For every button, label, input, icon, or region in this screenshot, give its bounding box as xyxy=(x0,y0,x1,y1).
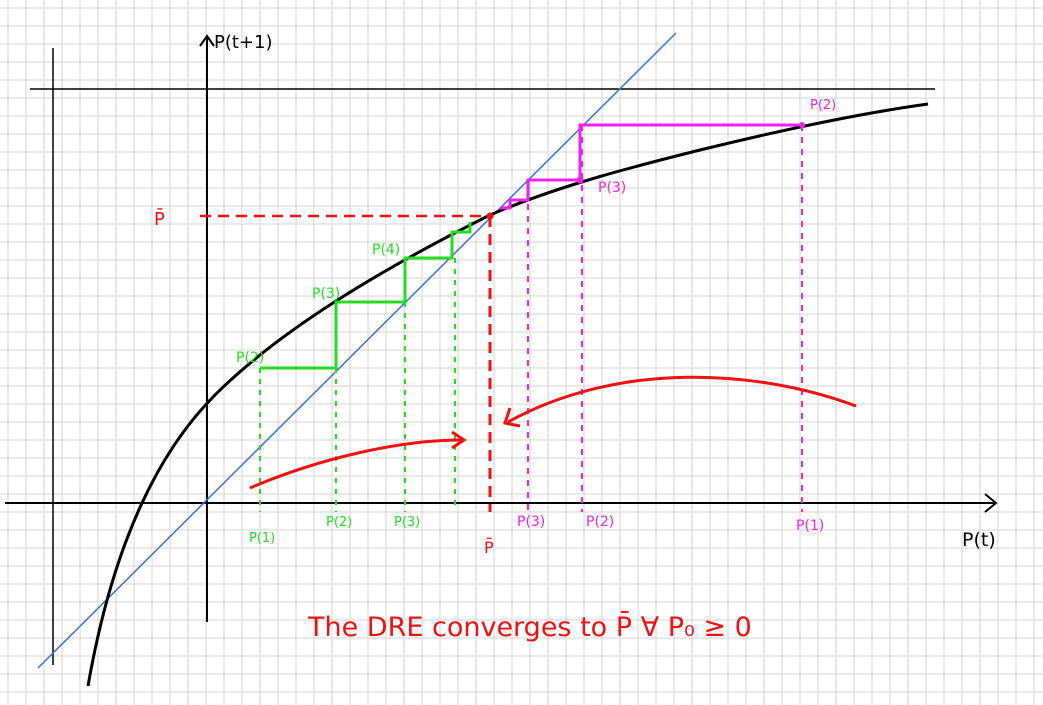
left-convergence-arrow xyxy=(249,438,463,490)
caption: The DRE converges to P̄ ∀ P₀ ≥ 0 xyxy=(307,611,752,643)
fixed-point-x-label: P̄ xyxy=(484,538,494,557)
right-convergence-arrow xyxy=(507,375,857,424)
magenta-cobweb xyxy=(500,122,805,512)
y-axis-label: P(t+1) xyxy=(214,32,273,53)
right-arrowhead-icon xyxy=(503,407,521,428)
green-cobweb xyxy=(259,222,472,512)
green-curve-label-p3: P(3) xyxy=(312,286,340,302)
green-curve-label-p4: P(4) xyxy=(372,242,400,258)
magenta-curve-label-p3: P(3) xyxy=(598,180,626,196)
magenta-staircase xyxy=(500,123,802,210)
magenta-axis-label-p3: P(3) xyxy=(517,514,545,530)
green-curve-label-p2: P(2) xyxy=(236,350,264,366)
left-arrowhead-icon xyxy=(451,430,467,450)
green-axis-label-p3: P(3) xyxy=(394,515,420,530)
magenta-axis-label-p1: P(1) xyxy=(796,518,824,534)
fixed-point-marker xyxy=(486,212,494,220)
green-axis-label-p1: P(1) xyxy=(249,531,275,546)
fixed-point-y-label: P̄ xyxy=(154,208,165,230)
identity-line xyxy=(37,32,677,669)
green-axis-label-p2: P(2) xyxy=(326,515,352,530)
x-axis-arrow-icon xyxy=(984,493,998,513)
green-staircase xyxy=(260,222,472,370)
magenta-curve-label-p2: P(2) xyxy=(810,98,836,113)
map-curve xyxy=(86,102,929,687)
x-axis-label: P(t) xyxy=(962,529,996,551)
y-axis-arrow-icon xyxy=(199,34,215,47)
magenta-axis-label-p2: P(2) xyxy=(586,514,614,530)
